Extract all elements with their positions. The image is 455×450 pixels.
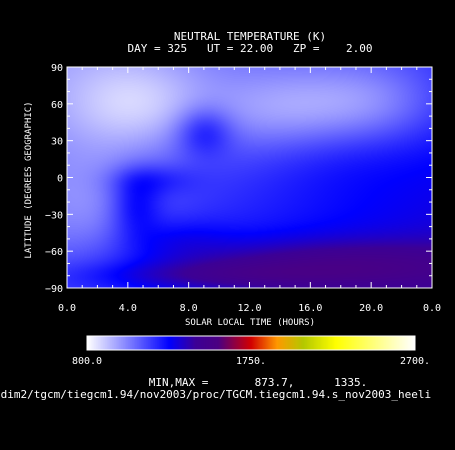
colorbar-tick-label: 2700. bbox=[400, 356, 430, 367]
file-path-text: /dim2/tgcm/tiegcm1.94/nov2003/proc/TGCM.… bbox=[0, 388, 431, 401]
heatmap-plot-area bbox=[67, 67, 432, 288]
y-tick-label: −30 bbox=[45, 210, 63, 221]
min-max-readout: MIN,MAX = 873.7, 1335. bbox=[149, 376, 368, 389]
x-axis-label: SOLAR LOCAL TIME (HOURS) bbox=[185, 318, 315, 328]
y-tick-label: 90 bbox=[51, 63, 63, 74]
colorbar-tick-label: 1750. bbox=[236, 356, 266, 367]
x-tick-label: 16.0 bbox=[298, 303, 322, 314]
chart-title: NEUTRAL TEMPERATURE (K) bbox=[174, 30, 326, 43]
y-tick-label: −60 bbox=[45, 247, 63, 258]
y-tick-label: 60 bbox=[51, 100, 63, 111]
x-tick-label: 0.0 bbox=[58, 303, 76, 314]
colorbar-frame bbox=[86, 335, 416, 351]
x-tick-label: 8.0 bbox=[180, 303, 198, 314]
x-tick-label: 0.0 bbox=[423, 303, 441, 314]
x-tick-label: 4.0 bbox=[119, 303, 137, 314]
x-tick-label: 20.0 bbox=[359, 303, 383, 314]
colorbar-tick-label: 800.0 bbox=[72, 356, 102, 367]
y-tick-label: −90 bbox=[45, 284, 63, 295]
chart-subtitle: DAY = 325 UT = 22.00 ZP = 2.00 bbox=[127, 42, 372, 55]
x-axis-ticks: 0.0 4.0 8.0 12.0 16.0 20.0 0.0 bbox=[58, 67, 441, 314]
colorbar-ticks: 800.0 1750. 2700. bbox=[72, 356, 430, 367]
y-tick-label: 0 bbox=[57, 174, 63, 185]
y-axis-ticks: 90 60 30 0 −30 −60 −90 bbox=[45, 63, 432, 295]
y-tick-label: 30 bbox=[51, 137, 63, 148]
colorbar bbox=[87, 336, 415, 350]
y-axis-label: LATITUDE (DEGREES GEOGRAPHIC) bbox=[24, 101, 34, 258]
x-tick-label: 12.0 bbox=[237, 303, 261, 314]
